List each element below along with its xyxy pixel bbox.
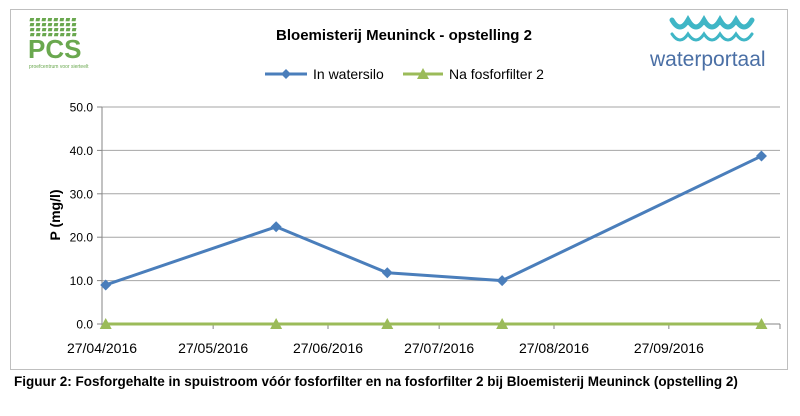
pcs-logo-dot — [53, 33, 59, 37]
x-tick-label: 27/08/2016 — [519, 340, 589, 356]
pcs-logo-dot — [41, 28, 47, 32]
x-tick-label: 27/09/2016 — [634, 340, 704, 356]
data-point — [270, 221, 282, 233]
pcs-logo-dot — [59, 23, 65, 27]
pcs-logo-dot — [65, 33, 71, 37]
waterportaal-logo-text: waterportaal — [649, 48, 766, 71]
legend-label-na-fosforfilter-2: Na fosforfilter 2 — [449, 66, 544, 82]
pcs-logo-subtext: proefcentrum voor sierteelt — [29, 64, 89, 70]
pcs-logo-dot — [29, 28, 35, 32]
series — [99, 150, 768, 329]
pcs-logo-dot — [35, 33, 41, 37]
figure-caption: Figuur 2: Fosforgehalte in spuistroom vó… — [14, 374, 738, 389]
y-tick-label: 50.0 — [70, 101, 94, 115]
line-chart: PCS proefcentrum voor sierteelt waterpor… — [28, 14, 781, 356]
pcs-logo-dot — [59, 18, 65, 22]
wave-icon — [669, 14, 755, 30]
pcs-logo-dot — [41, 23, 47, 27]
pcs-logo-dot — [29, 18, 35, 22]
data-point — [755, 150, 767, 162]
data-point — [381, 267, 393, 279]
pcs-logo-dot — [41, 18, 47, 22]
pcs-logo-dot — [65, 18, 71, 22]
x-tick-label: 27/04/2016 — [67, 340, 137, 356]
legend-item-na-fosforfilter-2: Na fosforfilter 2 — [403, 66, 544, 82]
pcs-logo-dot — [53, 18, 59, 22]
y-tick-label: 0.0 — [76, 318, 93, 332]
pcs-logo-dot — [41, 33, 47, 37]
x-tick-label: 27/06/2016 — [293, 340, 363, 356]
data-point — [99, 318, 112, 329]
pcs-logo-dot — [35, 28, 41, 32]
data-point — [755, 318, 768, 329]
y-tick-label: 20.0 — [70, 231, 94, 245]
pcs-logo-dot — [35, 18, 41, 22]
pcs-logo-dot — [47, 33, 53, 37]
y-tick-label: 40.0 — [70, 144, 94, 158]
pcs-logo-dot — [65, 28, 71, 32]
data-point — [270, 318, 283, 329]
data-point — [496, 318, 509, 329]
legend-label-in-watersilo: In watersilo — [313, 66, 384, 82]
wave-icon-lower — [670, 31, 754, 42]
x-tick-label: 27/07/2016 — [404, 340, 474, 356]
axes: 0.0 10.0 20.0 30.0 40.0 50.0 27/04/2016 27/05/2… — [67, 101, 781, 356]
legend: In watersilo Na fosforfilter 2 — [265, 66, 544, 82]
legend-marker-na-fosforfilter-2 — [417, 68, 429, 79]
pcs-logo-dot — [53, 28, 59, 32]
pcs-logo-dot — [59, 33, 65, 37]
pcs-logo-dot — [71, 18, 77, 22]
grid — [102, 106, 780, 282]
pcs-logo-dot — [53, 23, 59, 27]
legend-marker-in-watersilo — [281, 69, 291, 79]
x-tick-label: 27/05/2016 — [178, 340, 248, 356]
series-line — [105, 154, 763, 287]
data-point — [496, 275, 508, 287]
pcs-logo-dot — [47, 28, 53, 32]
pcs-logo-dot — [59, 28, 65, 32]
pcs-logo-dot — [29, 33, 35, 37]
pcs-logo-dot — [71, 28, 77, 32]
pcs-logo-dot — [47, 23, 53, 27]
pcs-logo: PCS proefcentrum voor sierteelt — [28, 18, 89, 70]
y-tick-label: 10.0 — [70, 274, 94, 288]
pcs-logo-dot — [35, 23, 41, 27]
pcs-logo-dot — [65, 23, 71, 27]
data-point — [100, 279, 112, 291]
pcs-logo-dot — [71, 33, 77, 37]
y-tick-label: 30.0 — [70, 187, 94, 201]
pcs-logo-dot — [29, 23, 35, 27]
chart-title: Bloemisterij Meuninck - opstelling 2 — [276, 27, 532, 44]
data-point — [381, 318, 394, 329]
pcs-logo-dot — [71, 23, 77, 27]
pcs-logo-text: PCS — [28, 34, 81, 64]
legend-item-in-watersilo: In watersilo — [265, 66, 384, 82]
chart-frame — [10, 9, 788, 370]
pcs-logo-dot — [47, 18, 53, 22]
waterportaal-logo: waterportaal — [649, 14, 766, 71]
y-axis-label: P (mg/l) — [47, 189, 63, 240]
